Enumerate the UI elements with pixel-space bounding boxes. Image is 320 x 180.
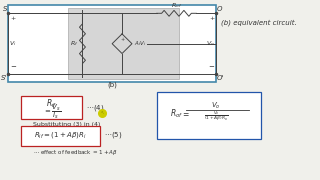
Text: $V_o$: $V_o$ xyxy=(211,100,221,111)
Text: ↖: ↖ xyxy=(100,111,104,115)
Text: −: − xyxy=(10,64,16,70)
Bar xyxy=(68,8,180,79)
Text: $R_{of}$: $R_{of}$ xyxy=(170,107,183,120)
Text: $R_{of}$: $R_{of}$ xyxy=(171,1,182,10)
Text: $\frac{V_o}{(1+A\beta)R_o}$: $\frac{V_o}{(1+A\beta)R_o}$ xyxy=(204,109,228,123)
Text: +: + xyxy=(209,16,214,21)
Text: $=$: $=$ xyxy=(181,109,190,118)
Text: S': S' xyxy=(1,75,7,81)
Bar xyxy=(21,126,100,146)
Text: +: + xyxy=(10,16,15,21)
Text: $\cdots$(5): $\cdots$(5) xyxy=(104,130,123,140)
Text: (b): (b) xyxy=(107,82,117,88)
Text: $=\dfrac{V_s}{I_s}$: $=\dfrac{V_s}{I_s}$ xyxy=(43,102,61,121)
Bar xyxy=(157,92,260,139)
Text: +: + xyxy=(120,37,124,42)
Text: $A_f V_i$: $A_f V_i$ xyxy=(134,39,146,48)
Text: O': O' xyxy=(217,75,224,81)
Bar xyxy=(8,5,216,82)
Text: (b) equivalent circuit.: (b) equivalent circuit. xyxy=(221,20,297,26)
Text: $R_f$: $R_f$ xyxy=(70,39,78,48)
Bar xyxy=(21,96,83,119)
Text: $\cdots$(4): $\cdots$(4) xyxy=(86,103,105,113)
Text: $\cdots$ effect of feedback $= 1+A\beta$: $\cdots$ effect of feedback $= 1+A\beta$ xyxy=(33,148,118,157)
Text: $R_{if}$: $R_{if}$ xyxy=(46,97,58,110)
Text: $V_i$: $V_i$ xyxy=(9,39,17,48)
Text: $R_{if} = (1+A\beta)R_i$: $R_{if} = (1+A\beta)R_i$ xyxy=(34,130,87,140)
Text: S: S xyxy=(3,6,7,12)
Text: Substituting (3) in (4): Substituting (3) in (4) xyxy=(33,122,100,127)
Text: $V_o$: $V_o$ xyxy=(206,39,215,48)
Text: −: − xyxy=(208,64,214,70)
Text: O: O xyxy=(217,6,223,12)
